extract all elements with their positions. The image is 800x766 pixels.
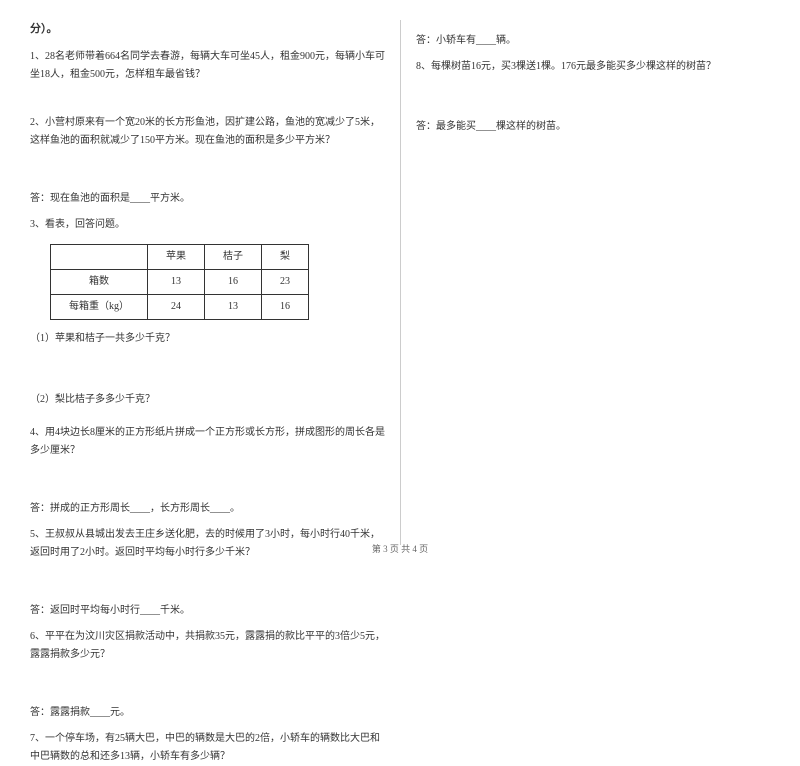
question-5-answer: 答：返回时平均每小时行____千米。 [30, 602, 385, 620]
table-cell: 16 [205, 269, 262, 294]
table-header-cell [51, 244, 148, 269]
table-header-row: 苹果 桔子 梨 [51, 244, 309, 269]
table-cell: 13 [205, 294, 262, 319]
question-3-sub2: （2）梨比桔子多多少千克？ [30, 391, 385, 409]
right-column: 答：小轿车有____辆。 8、每棵树苗16元，买3棵送1棵。176元最多能买多少… [400, 20, 770, 545]
table-cell: 16 [262, 294, 309, 319]
table-header-cell: 苹果 [148, 244, 205, 269]
table-header-cell: 桔子 [205, 244, 262, 269]
table-cell: 23 [262, 269, 309, 294]
question-3-intro: 3、看表，回答问题。 [30, 216, 385, 234]
left-column: 分）。 1、28名老师带着664名同学去春游，每辆大车可坐45人，租金900元，… [30, 20, 400, 545]
question-6-answer: 答：露露捐款____元。 [30, 704, 385, 722]
page-number: 第 3 页 共 4 页 [372, 542, 428, 555]
question-5: 5、王叔叔从县城出发去王庄乡送化肥，去的时候用了3小时，每小时行40千米，返回时… [30, 526, 385, 562]
table-header-cell: 梨 [262, 244, 309, 269]
section-header: 分）。 [30, 20, 385, 40]
question-6: 6、平平在为汶川灾区捐款活动中，共捐款35元，露露捐的款比平平的3倍少5元，露露… [30, 628, 385, 664]
question-8: 8、每棵树苗16元，买3棵送1棵。176元最多能买多少棵这样的树苗？ [416, 58, 770, 76]
table-row: 箱数 13 16 23 [51, 269, 309, 294]
table-row: 每箱重（kg） 24 13 16 [51, 294, 309, 319]
question-2-answer: 答：现在鱼池的面积是____平方米。 [30, 190, 385, 208]
question-4: 4、用4块边长8厘米的正方形纸片拼成一个正方形或长方形，拼成图形的周长各是多少厘… [30, 424, 385, 460]
page-container: 分）。 1、28名老师带着664名同学去春游，每辆大车可坐45人，租金900元，… [30, 20, 770, 545]
question-8-answer: 答：最多能买____棵这样的树苗。 [416, 118, 770, 136]
question-1: 1、28名老师带着664名同学去春游，每辆大车可坐45人，租金900元，每辆小车… [30, 48, 385, 84]
table-cell: 24 [148, 294, 205, 319]
question-7-answer: 答：小轿车有____辆。 [416, 32, 770, 50]
question-4-answer: 答：拼成的正方形周长____，长方形周长____。 [30, 500, 385, 518]
question-3-sub1: （1）苹果和桔子一共多少千克？ [30, 330, 385, 348]
data-table: 苹果 桔子 梨 箱数 13 16 23 每箱重（kg） 24 13 16 [50, 244, 309, 320]
table-cell: 箱数 [51, 269, 148, 294]
question-2: 2、小营村原来有一个宽20米的长方形鱼池，因扩建公路，鱼池的宽减少了5米，这样鱼… [30, 114, 385, 150]
question-7: 7、一个停车场，有25辆大巴，中巴的辆数是大巴的2倍，小轿车的辆数比大巴和中巴辆… [30, 730, 385, 766]
table-cell: 13 [148, 269, 205, 294]
table-cell: 每箱重（kg） [51, 294, 148, 319]
